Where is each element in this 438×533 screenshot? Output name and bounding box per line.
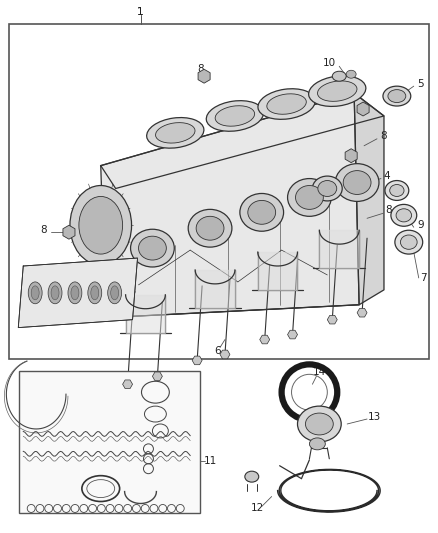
- Polygon shape: [18, 258, 138, 328]
- Ellipse shape: [390, 184, 404, 197]
- Ellipse shape: [335, 164, 379, 201]
- Ellipse shape: [258, 88, 315, 119]
- Bar: [19, 372, 200, 513]
- Polygon shape: [195, 270, 235, 308]
- Ellipse shape: [155, 123, 195, 143]
- Polygon shape: [198, 69, 210, 83]
- Text: 2: 2: [50, 313, 57, 322]
- Polygon shape: [63, 225, 75, 239]
- Ellipse shape: [400, 235, 417, 249]
- Ellipse shape: [51, 286, 59, 300]
- Ellipse shape: [248, 200, 276, 224]
- Polygon shape: [258, 252, 297, 290]
- Text: 7: 7: [420, 273, 427, 283]
- Polygon shape: [327, 316, 337, 324]
- Ellipse shape: [267, 94, 306, 114]
- Polygon shape: [123, 380, 133, 389]
- Text: 4: 4: [384, 171, 390, 181]
- Ellipse shape: [309, 76, 366, 107]
- Polygon shape: [192, 356, 202, 365]
- Ellipse shape: [296, 185, 323, 209]
- Text: 6: 6: [215, 346, 221, 357]
- Ellipse shape: [71, 286, 79, 300]
- Ellipse shape: [28, 282, 42, 304]
- Text: 8: 8: [197, 64, 203, 74]
- Polygon shape: [319, 230, 359, 268]
- Ellipse shape: [312, 176, 342, 201]
- Ellipse shape: [147, 118, 204, 148]
- Ellipse shape: [391, 204, 417, 226]
- Ellipse shape: [48, 282, 62, 304]
- Polygon shape: [220, 350, 230, 359]
- Ellipse shape: [346, 70, 356, 78]
- Text: 13: 13: [367, 412, 381, 422]
- Polygon shape: [101, 93, 359, 318]
- Ellipse shape: [108, 282, 122, 304]
- Polygon shape: [357, 309, 367, 317]
- Ellipse shape: [383, 86, 411, 106]
- Text: 12: 12: [251, 504, 265, 513]
- Ellipse shape: [70, 185, 131, 265]
- Ellipse shape: [309, 438, 325, 450]
- Bar: [9, 23, 429, 359]
- Ellipse shape: [79, 197, 123, 254]
- Text: 8: 8: [40, 225, 46, 235]
- Ellipse shape: [111, 286, 119, 300]
- Ellipse shape: [288, 179, 331, 216]
- Polygon shape: [354, 93, 384, 305]
- Ellipse shape: [332, 71, 346, 81]
- Text: 11: 11: [203, 456, 217, 466]
- Polygon shape: [101, 93, 384, 189]
- Text: 10: 10: [323, 58, 336, 68]
- Ellipse shape: [318, 81, 357, 101]
- Ellipse shape: [138, 236, 166, 260]
- Ellipse shape: [88, 282, 102, 304]
- Polygon shape: [345, 149, 357, 163]
- Ellipse shape: [305, 413, 333, 435]
- Ellipse shape: [343, 171, 371, 195]
- Text: 3: 3: [115, 295, 122, 305]
- Text: 1: 1: [137, 6, 144, 17]
- Text: 1: 1: [137, 6, 144, 17]
- Ellipse shape: [240, 193, 283, 231]
- Polygon shape: [152, 372, 162, 381]
- Ellipse shape: [395, 230, 423, 254]
- Polygon shape: [357, 102, 369, 116]
- Ellipse shape: [196, 216, 224, 240]
- Text: 9: 9: [417, 220, 424, 230]
- Polygon shape: [288, 330, 297, 339]
- Ellipse shape: [385, 181, 409, 200]
- Text: 8: 8: [385, 205, 392, 215]
- Text: 8: 8: [381, 131, 387, 141]
- Polygon shape: [126, 295, 165, 333]
- Ellipse shape: [388, 90, 406, 102]
- Polygon shape: [260, 335, 270, 344]
- Ellipse shape: [91, 286, 99, 300]
- Ellipse shape: [318, 181, 337, 197]
- Ellipse shape: [188, 209, 232, 247]
- Ellipse shape: [215, 106, 254, 126]
- Ellipse shape: [245, 471, 259, 482]
- Ellipse shape: [396, 209, 412, 222]
- Text: 14: 14: [313, 367, 326, 377]
- Ellipse shape: [206, 101, 264, 131]
- Ellipse shape: [68, 282, 82, 304]
- Ellipse shape: [297, 406, 341, 442]
- Text: 5: 5: [417, 79, 424, 89]
- Ellipse shape: [31, 286, 39, 300]
- Ellipse shape: [131, 229, 174, 267]
